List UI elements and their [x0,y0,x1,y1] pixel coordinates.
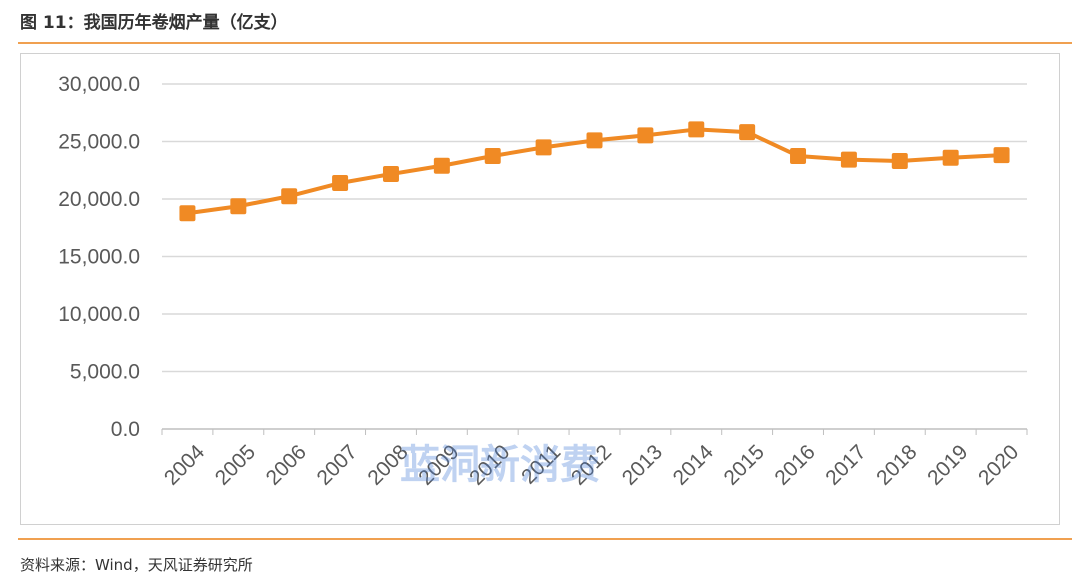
title-divider [18,42,1072,44]
data-point-marker [179,205,196,222]
y-tick-label: 0.0 [111,418,140,441]
y-tick-label: 5,000.0 [70,361,140,384]
x-tick-label: 2005 [211,440,260,489]
data-point-marker [891,153,908,170]
source-note: 资料来源：Wind，天风证券研究所 [20,556,253,574]
y-tick-label: 20,000.0 [58,188,140,211]
x-tick-label: 2014 [669,440,719,490]
watermark-logo: 蓝洞新消费 [400,442,600,488]
data-point-marker [637,127,654,144]
x-tick-label: 2019 [923,440,972,489]
y-tick-label: 25,000.0 [58,131,140,154]
data-point-marker [993,147,1010,164]
y-tick-label: 15,000.0 [58,246,140,269]
data-point-marker [790,147,807,164]
data-point-marker [535,139,552,156]
data-point-marker [942,149,959,166]
chart-frame [20,53,1060,525]
x-tick-label: 2007 [313,440,362,489]
data-point-marker [840,151,857,168]
data-point-marker [688,121,705,138]
footer-divider [18,538,1072,540]
data-point-marker [739,124,756,141]
y-tick-label: 10,000.0 [58,303,140,326]
data-point-marker [382,166,399,183]
data-point-marker [433,157,450,174]
data-point-marker [332,175,349,192]
data-point-marker [230,198,247,215]
x-tick-label: 2013 [618,440,667,489]
x-tick-label: 2020 [974,440,1023,489]
data-point-marker [484,147,501,164]
y-tick-label: 30,000.0 [58,73,140,96]
figure-title: 图 11：我国历年卷烟产量（亿支） [20,13,288,33]
x-tick-label: 2017 [821,440,870,489]
x-tick-label: 2015 [720,440,769,489]
x-tick-label: 2006 [262,440,311,489]
x-tick-label: 2004 [160,440,210,490]
x-tick-label: 2018 [872,440,921,489]
data-point-marker [586,132,603,149]
x-tick-label: 2016 [770,440,819,489]
data-point-marker [281,188,298,205]
